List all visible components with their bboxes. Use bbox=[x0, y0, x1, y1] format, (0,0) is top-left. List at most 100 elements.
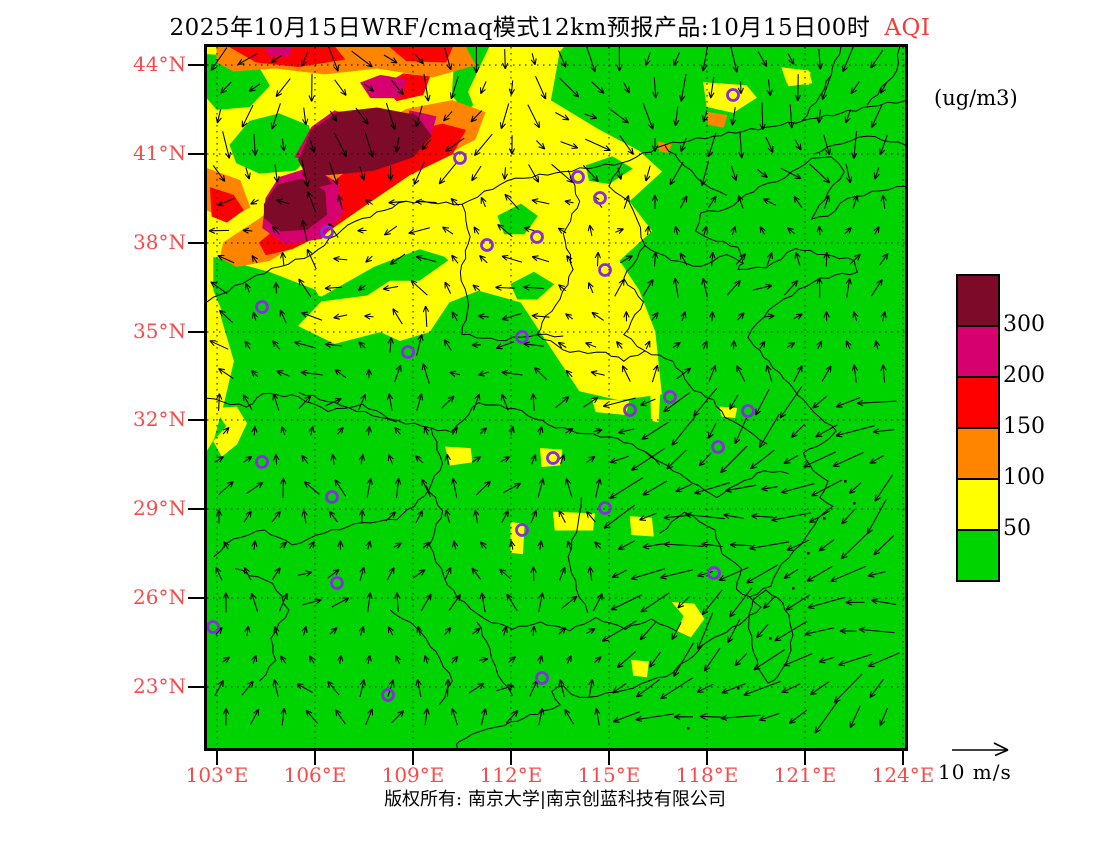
wind-vector-arrow bbox=[363, 83, 375, 92]
wind-vector-arrow bbox=[423, 708, 430, 726]
lon-tick-mark bbox=[902, 751, 904, 765]
wind-vector-arrow bbox=[214, 456, 224, 463]
wind-vector-arrow bbox=[364, 132, 375, 158]
wind-vector-arrow bbox=[301, 625, 308, 636]
wind-vector-arrow bbox=[738, 131, 745, 159]
wind-vector-arrow bbox=[280, 426, 287, 436]
wind-vector-arrow bbox=[786, 539, 810, 551]
wind-vector-arrow bbox=[294, 340, 316, 349]
wind-vector-arrow bbox=[794, 139, 802, 151]
wind-vector-arrow bbox=[641, 421, 669, 440]
wind-vector-arrow bbox=[736, 365, 746, 382]
wind-vector-arrow bbox=[530, 509, 537, 524]
wind-vector-arrow bbox=[480, 708, 488, 726]
station-marker bbox=[330, 576, 344, 590]
aqi-region bbox=[781, 67, 811, 85]
wind-vector-arrow bbox=[308, 136, 316, 153]
colorbar-cell bbox=[958, 480, 998, 531]
wind-vector-arrow bbox=[759, 340, 766, 349]
wind-vector-arrow bbox=[215, 509, 223, 524]
wind-vector-arrow bbox=[759, 102, 766, 131]
lon-tick-mark bbox=[608, 751, 610, 765]
wind-vector-arrow bbox=[774, 620, 808, 642]
station-marker bbox=[593, 191, 607, 205]
wind-vector-arrow bbox=[727, 618, 741, 644]
wind-vector-arrow bbox=[217, 197, 235, 207]
wind-vector-arrow bbox=[616, 47, 623, 72]
wind-vector-arrow bbox=[365, 540, 372, 550]
wind-vector-arrow bbox=[530, 454, 537, 465]
wind-vector-arrow bbox=[413, 161, 425, 185]
colorbar-value-label: 200 bbox=[1003, 363, 1045, 388]
wind-vector-arrow bbox=[758, 413, 780, 448]
wind-vector-arrow bbox=[870, 49, 884, 69]
station-marker bbox=[726, 88, 740, 102]
wind-vector-arrow bbox=[856, 399, 897, 407]
wind-vector-arrow bbox=[663, 392, 690, 413]
wind-vector-arrow bbox=[337, 194, 344, 209]
island-dot bbox=[687, 727, 690, 730]
wind-vector-arrow bbox=[730, 225, 737, 236]
wind-vector-arrow bbox=[530, 53, 537, 66]
wind-vector-arrow bbox=[250, 198, 259, 205]
wind-vector-arrow bbox=[565, 313, 574, 320]
colorbar-value-label: 50 bbox=[1003, 516, 1031, 541]
wind-vector-arrow bbox=[220, 81, 232, 94]
wind-vector-arrow bbox=[558, 510, 566, 523]
wind-vector-arrow bbox=[703, 647, 721, 672]
wind-vector-arrow bbox=[766, 252, 773, 267]
wind-vector-arrow bbox=[337, 654, 344, 665]
wind-vector-arrow bbox=[531, 313, 550, 320]
wind-vector-arrow bbox=[615, 341, 623, 349]
wind-vector-arrow bbox=[586, 47, 597, 73]
wind-vector-arrow bbox=[387, 454, 394, 465]
colorbar-value-label: 100 bbox=[1003, 465, 1045, 490]
wind-vector-arrow bbox=[592, 593, 603, 612]
wind-vector-arrow bbox=[533, 366, 548, 381]
wind-vector-arrow bbox=[612, 711, 640, 723]
wind-vector-arrow bbox=[506, 593, 518, 612]
wind-vector-arrow bbox=[408, 227, 430, 235]
wind-vector-arrow bbox=[308, 655, 316, 664]
wind-vector-arrow bbox=[586, 628, 596, 635]
wind-vector-arrow bbox=[850, 81, 860, 95]
island-dot bbox=[792, 587, 795, 590]
wind-vector-arrow bbox=[383, 225, 398, 236]
wind-vector-arrow bbox=[845, 599, 865, 606]
wind-vector-arrow bbox=[677, 596, 690, 609]
wind-vector-arrow bbox=[701, 277, 708, 298]
wind-vector-arrow bbox=[764, 313, 775, 320]
wind-vector-arrow bbox=[214, 679, 224, 697]
lon-tick-label: 109°E bbox=[381, 763, 445, 787]
wind-vector-arrow bbox=[644, 52, 651, 66]
wind-vector-arrow bbox=[619, 134, 634, 155]
wind-vector-arrow bbox=[559, 77, 580, 98]
wind-vector-arrow bbox=[610, 594, 643, 611]
wind-vector-arrow bbox=[222, 592, 230, 613]
wind-vector-arrow bbox=[394, 137, 401, 153]
lat-tick-mark bbox=[188, 508, 207, 510]
wind-vector-arrow bbox=[838, 653, 872, 667]
wind-vector-arrow bbox=[701, 340, 708, 350]
station-marker bbox=[707, 566, 721, 580]
wind-vector-arrow bbox=[786, 342, 796, 349]
wind-vector-arrow bbox=[671, 622, 682, 641]
wind-vector-arrow bbox=[443, 111, 453, 122]
wind-vector-arrow bbox=[809, 163, 831, 184]
aqi-region bbox=[497, 203, 538, 235]
wind-vector-arrow bbox=[821, 365, 832, 382]
aqi-region bbox=[360, 74, 408, 99]
wind-vector-arrow bbox=[566, 540, 573, 550]
wind-vector-arrow bbox=[869, 678, 885, 699]
station-marker bbox=[663, 390, 677, 404]
boundary-line bbox=[298, 391, 661, 466]
boundary-line bbox=[608, 162, 673, 362]
wind-vector-arrow bbox=[771, 512, 811, 523]
wind-vector-arrow bbox=[781, 683, 801, 694]
station-marker bbox=[401, 345, 415, 359]
wind-vector-arrow bbox=[387, 166, 394, 181]
wind-vector-arrow bbox=[471, 567, 482, 580]
lat-tick-label: 29°N bbox=[133, 496, 186, 520]
wind-vector-arrow bbox=[501, 167, 509, 180]
lat-tick-label: 32°N bbox=[133, 407, 186, 431]
